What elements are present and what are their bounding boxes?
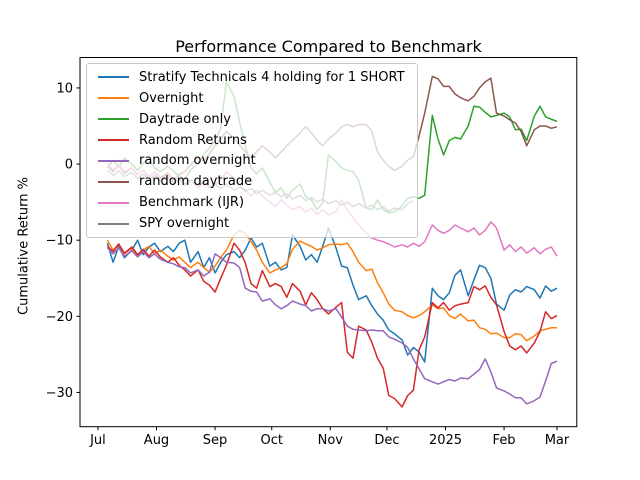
legend-label: SPY overnight [139, 216, 230, 232]
axes-box [79, 57, 578, 428]
series-line-overnight [106, 229, 557, 342]
y-tick-label: −20 [46, 310, 73, 325]
x-tick-label: Nov [318, 433, 344, 448]
legend-swatch [98, 76, 129, 79]
legend-swatch [98, 118, 129, 121]
x-tick-label: Jul [89, 433, 106, 448]
legend-item-4: Random Returns [95, 130, 409, 150]
series-line-random-returns [106, 242, 558, 408]
legend-label: random daytrade [139, 174, 253, 190]
legend-swatch [98, 201, 129, 204]
y-tick-label: 0 [65, 158, 73, 173]
x-tick-label: Oct [260, 433, 282, 448]
legend-swatch [98, 222, 129, 225]
series-line-random-overnight [106, 247, 558, 405]
x-tick-label: Sep [203, 433, 228, 448]
legend-item-6: random daytrade [95, 172, 409, 192]
legend-item-5: random overnight [95, 151, 409, 171]
legend-label: Daytrade only [139, 111, 231, 127]
x-tick-label: Aug [144, 433, 169, 448]
legend-swatch [98, 159, 129, 162]
legend-label: Benchmark (IJR) [139, 195, 245, 211]
legend-label: Stratify Technicals 4 holding for 1 SHOR… [139, 69, 405, 85]
legend-item-8: SPY overnight [95, 214, 409, 234]
x-tick-label: 2025 [429, 433, 462, 448]
x-tick-label: Feb [493, 433, 516, 448]
y-tick-label: −30 [46, 386, 73, 401]
y-axis-label: Cumulative Return % [16, 177, 32, 315]
legend-swatch [98, 139, 129, 142]
legend-label: Overnight [139, 90, 204, 106]
legend-item-1: Stratify Technicals 4 holding for 1 SHOR… [95, 67, 409, 87]
chart-title: Performance Compared to Benchmark [175, 37, 482, 56]
y-tick-label: 10 [56, 81, 73, 96]
legend-item-7: Benchmark (IJR) [95, 193, 409, 213]
y-tick-label: −10 [46, 234, 73, 249]
legend-label: Random Returns [139, 132, 247, 148]
legend-label: random overnight [139, 153, 256, 169]
x-tick-label: Mar [545, 433, 570, 448]
legend-swatch [98, 97, 129, 100]
legend-swatch [98, 180, 129, 183]
legend: Stratify Technicals 4 holding for 1 SHOR… [86, 63, 418, 238]
legend-item-2: Overnight [95, 88, 409, 108]
x-tick-label: Dec [374, 433, 399, 448]
legend-item-3: Daytrade only [95, 109, 409, 129]
